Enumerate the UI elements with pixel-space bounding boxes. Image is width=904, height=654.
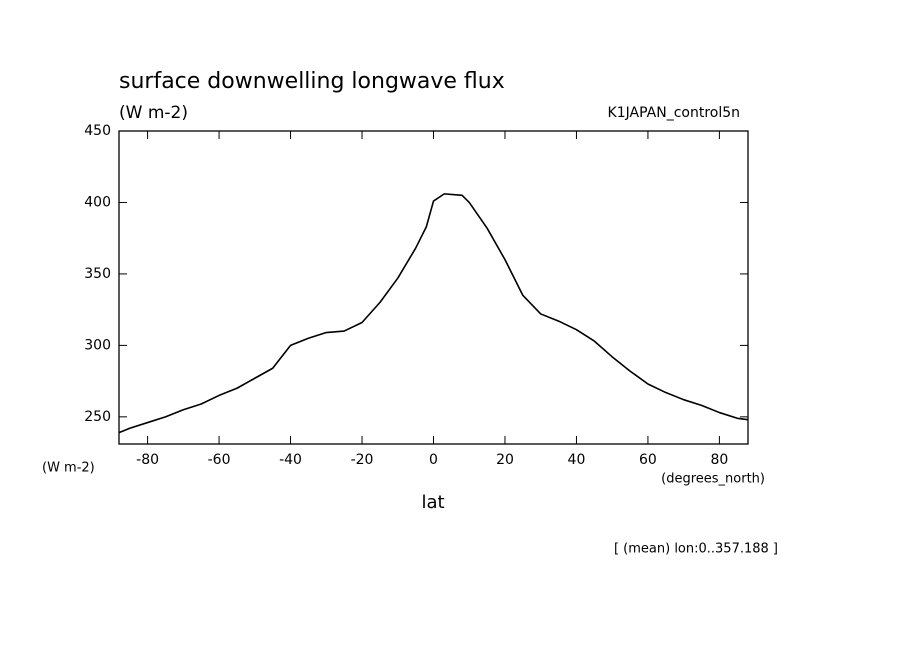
x-tick-label: 80	[710, 452, 728, 468]
x-axis-label: lat	[421, 492, 444, 513]
y-tick-label: 400	[84, 194, 111, 210]
data-line	[118, 193, 749, 434]
x-tick-label: 60	[639, 452, 657, 468]
chart-subtitle: (W m-2)	[119, 103, 188, 123]
plot-frame	[118, 130, 749, 445]
y-tick-label: 350	[84, 266, 111, 282]
x-tick-label: -80	[136, 452, 159, 468]
footnote: [ (mean) lon:0..357.188 ]	[614, 542, 778, 557]
y-tick-label: 250	[84, 409, 111, 425]
y-tick-label: 300	[84, 337, 111, 353]
x-tick-label: -60	[208, 452, 231, 468]
x-tick-label: -20	[351, 452, 374, 468]
x-tick-label: 0	[429, 452, 438, 468]
x-tick-label: 40	[568, 452, 586, 468]
y-tick-label: 450	[84, 123, 111, 139]
chart-title: surface downwelling longwave flux	[119, 69, 505, 94]
x-tick-label: -40	[279, 452, 302, 468]
x-tick-label: 20	[496, 452, 514, 468]
experiment-label: K1JAPAN_control5n	[608, 105, 740, 121]
y-axis-label: (W m-2)	[42, 461, 95, 476]
x-axis-units: (degrees_north)	[661, 472, 765, 487]
